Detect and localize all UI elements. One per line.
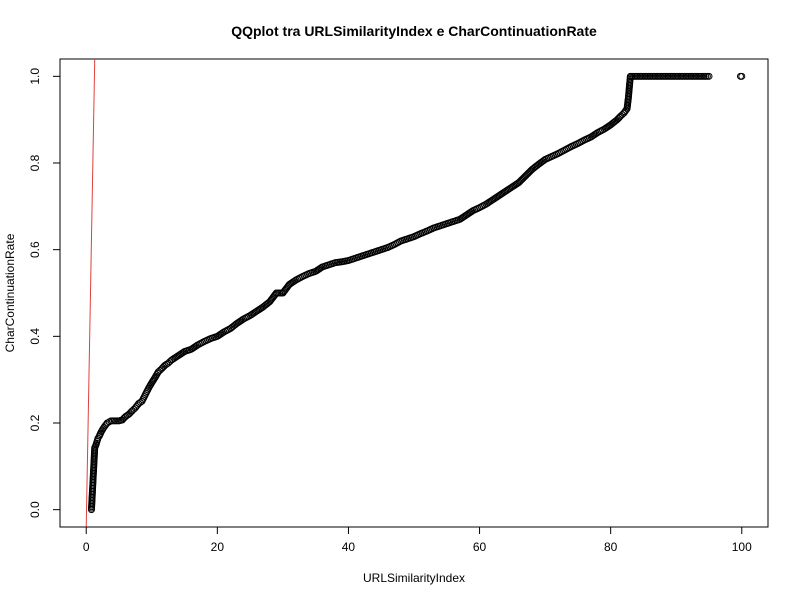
y-tick-label: 0.2 <box>28 414 42 431</box>
data-point <box>614 115 622 123</box>
y-tick-label: 0.6 <box>28 241 42 258</box>
x-tick-label: 40 <box>342 540 356 554</box>
x-tick-label: 0 <box>83 540 90 554</box>
chart-title: QQplot tra URLSimilarityIndex e CharCont… <box>231 23 597 39</box>
x-tick-label: 80 <box>604 540 618 554</box>
data-point <box>738 72 746 80</box>
y-tick-label: 0.0 <box>28 501 42 518</box>
y-tick-label: 0.8 <box>28 154 42 171</box>
reference-line-layer <box>85 58 96 528</box>
y-axis-label: CharContinuationRate <box>3 233 17 352</box>
x-axis-label: URLSimilarityIndex <box>363 571 465 585</box>
y-tick-label: 1.0 <box>28 68 42 85</box>
x-tick-label: 20 <box>211 540 225 554</box>
points-layer <box>87 72 746 514</box>
y-axis: 0.0 0.2 0.4 0.6 0.8 1.0 <box>28 68 61 518</box>
plot-frame <box>59 58 769 528</box>
reference-line <box>85 58 96 528</box>
data-point <box>126 409 134 417</box>
y-tick-label: 0.4 <box>28 328 42 345</box>
data-point <box>705 72 713 80</box>
x-tick-label: 60 <box>473 540 487 554</box>
x-tick-label: 100 <box>732 540 752 554</box>
x-axis: 0 20 40 60 80 100 <box>83 526 752 554</box>
